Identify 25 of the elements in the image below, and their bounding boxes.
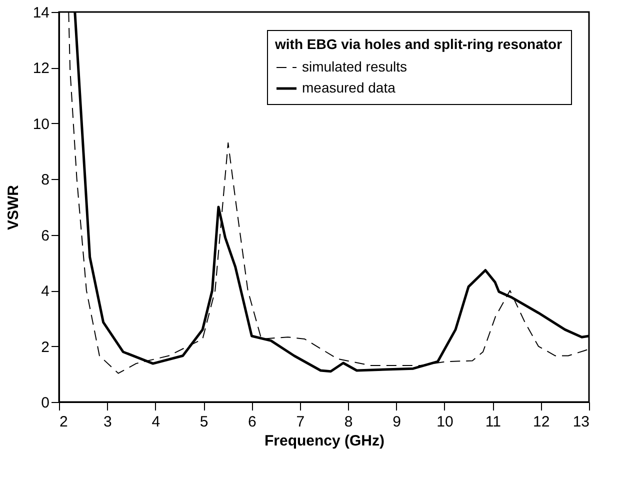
x-tick-label: 9: [392, 414, 401, 430]
x-tick-label: 12: [532, 414, 550, 430]
x-tick-label: 6: [248, 414, 256, 430]
x-tick-label: 7: [296, 414, 305, 430]
y-tick-label: 4: [41, 283, 50, 300]
x-tick-label: 3: [104, 414, 112, 430]
x-tick-label: 13: [572, 414, 590, 430]
x-axis-title: Frequency (GHz): [264, 432, 385, 450]
x-tick-label: 5: [200, 414, 208, 430]
y-tick-label: 2: [41, 338, 50, 356]
y-tick-label: 10: [32, 116, 50, 133]
legend-title: with EBG via holes and split-ring resonator: [274, 36, 563, 52]
x-tick-label: 10: [436, 414, 454, 430]
legend-label: simulated results: [302, 58, 408, 74]
y-tick-label: 12: [32, 60, 50, 78]
y-tick-label: 0: [41, 394, 50, 412]
y-axis-title: VSWR: [4, 184, 22, 230]
y-tick-label: 14: [32, 4, 50, 22]
y-tick-label: 6: [41, 227, 50, 244]
x-tick-label: 2: [60, 414, 68, 430]
legend-label: measured data: [302, 80, 396, 96]
y-tick-label: 8: [41, 172, 50, 189]
x-tick-label: 4: [152, 414, 160, 430]
x-tick-label: 8: [344, 414, 353, 430]
x-tick-label: 11: [485, 414, 501, 430]
